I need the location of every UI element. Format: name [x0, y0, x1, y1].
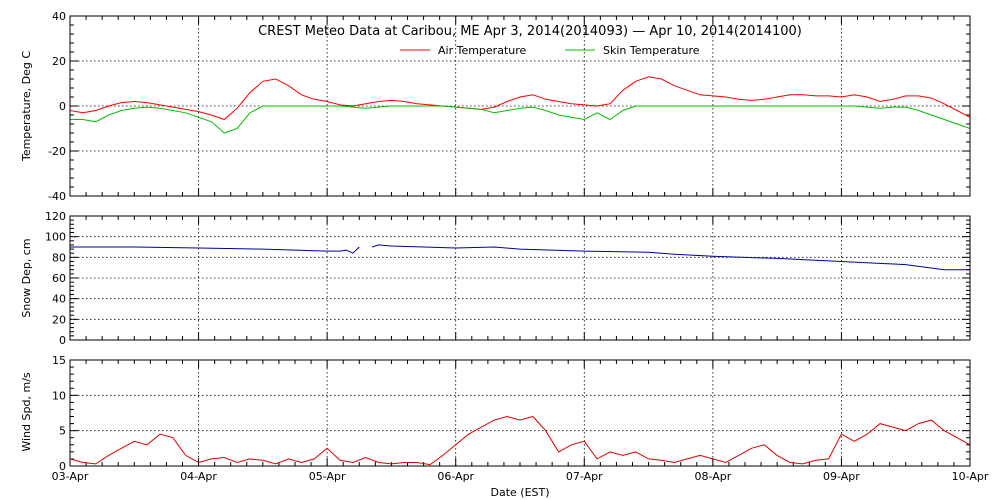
- series-line-temp-0: [69, 76, 971, 121]
- x-tick-label: 04-Apr: [180, 470, 217, 483]
- y-tick-label: 40: [52, 293, 66, 306]
- x-tick-label: 08-Apr: [694, 470, 731, 483]
- y-tick-label: -40: [48, 190, 66, 203]
- y-tick-label: 60: [52, 272, 66, 285]
- x-tick-label: 10-Apr: [952, 470, 989, 483]
- temperature-panel: -40 -20 0 20 40: [48, 10, 971, 203]
- x-tick-label: 03-Apr: [52, 470, 89, 483]
- x-tick-label: 06-Apr: [437, 470, 474, 483]
- series-line-wind-0: [69, 415, 971, 466]
- plot-frame: [69, 359, 971, 467]
- snow-depth-panel: 0 20 40 60 80 100 120: [45, 210, 971, 347]
- chart-title: CREST Meteo Data at Caribou, ME Apr 3, 2…: [258, 24, 802, 39]
- ylabel-temperature: Temperature, Deg C: [20, 51, 33, 162]
- y-tick-label: 120: [45, 210, 66, 223]
- y-tick-label: 80: [52, 251, 66, 264]
- y-tick-label: 20: [52, 55, 66, 68]
- y-tick-label: 100: [45, 231, 66, 244]
- x-axis-label: Date (EST): [490, 486, 549, 499]
- ylabel-snow-depth: Snow Dep, cm: [20, 238, 33, 317]
- series-line-temp-1: [70, 105, 971, 134]
- legend-air-label: Air Temperature: [438, 44, 527, 57]
- x-tick-label: 07-Apr: [566, 470, 603, 483]
- y-tick-label: 15: [52, 354, 66, 367]
- y-tick-label: 0: [59, 460, 66, 473]
- y-tick-label: 0: [59, 334, 66, 347]
- y-tick-label: 5: [59, 425, 66, 438]
- y-tick-label: 40: [52, 10, 66, 23]
- legend-skin-label: Skin Temperature: [603, 44, 700, 57]
- y-tick-label: 20: [52, 313, 66, 326]
- y-tick-label: -20: [48, 145, 66, 158]
- ylabel-wind-speed: Wind Spd, m/s: [20, 372, 33, 452]
- series-line-snow-0: [70, 244, 970, 271]
- wind-speed-panel: 0 5 10 15 03-Apr 04-Apr 05-Apr 06-Apr 07-Apr 08-A…: [52, 354, 989, 483]
- plot-frame: [69, 215, 971, 341]
- chart-legend: Air Temperature Skin Temperature: [400, 44, 700, 57]
- x-tick-label: 05-Apr: [309, 470, 346, 483]
- y-tick-label: 10: [52, 389, 66, 402]
- y-tick-label: 0: [59, 100, 66, 113]
- plot-frame: [69, 15, 971, 197]
- x-tick-label: 09-Apr: [823, 470, 860, 483]
